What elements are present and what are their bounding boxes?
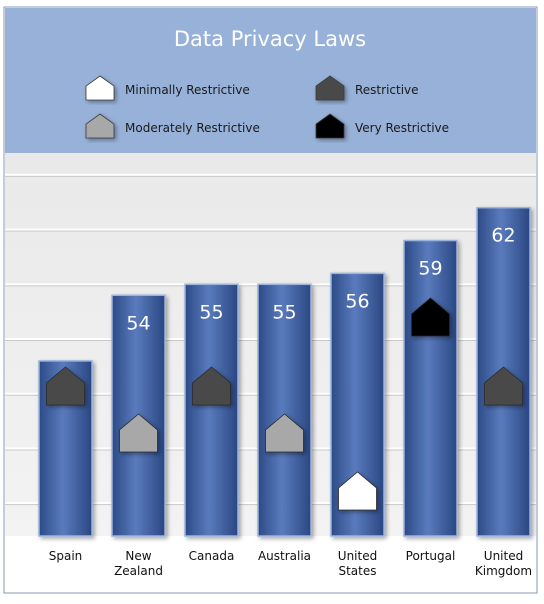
restrictiveness-marker — [265, 413, 304, 453]
bar-value-label: 56 — [345, 290, 369, 312]
bar — [403, 239, 458, 537]
bar-value-label: 55 — [199, 301, 223, 323]
bar-group: 62 — [476, 206, 531, 537]
x-tick-label-line: States — [338, 564, 376, 578]
bar-value-label: 55 — [272, 301, 296, 323]
x-tick-label: United Kimgdom — [475, 549, 532, 578]
x-tick-label: United States — [338, 549, 377, 578]
restrictiveness-marker — [119, 413, 158, 453]
legend-item: Minimally Restrictive — [85, 75, 250, 101]
restrictiveness-marker — [411, 297, 450, 337]
x-tick-label: Australia — [258, 549, 311, 563]
bar-group: 56 — [330, 272, 385, 537]
legend-marker — [315, 113, 345, 139]
bar-group: 55 — [184, 283, 239, 537]
legend-label: Moderately Restrictive — [125, 121, 260, 135]
x-tick-label-line: Spain — [49, 549, 83, 563]
bars: 48 54 55 55 56 59 62 — [38, 206, 531, 537]
legend: Minimally Restrictive Restrictive Moderate… — [85, 75, 449, 139]
x-tick-label-line: Zealand — [114, 564, 163, 578]
bar-group: 48 — [38, 360, 93, 537]
bar-group: 54 — [111, 294, 166, 537]
bar — [184, 283, 239, 537]
legend-marker — [85, 113, 115, 139]
restrictiveness-marker — [192, 366, 231, 406]
x-tick-label-line: United — [338, 549, 377, 563]
legend-item: Very Restrictive — [315, 113, 449, 139]
legend-marker — [85, 75, 115, 101]
bar-value-label: 59 — [418, 258, 442, 280]
x-tick-label: New Zealand — [114, 549, 163, 578]
legend-label: Minimally Restrictive — [125, 83, 250, 97]
restrictiveness-marker — [338, 471, 377, 511]
legend-label: Very Restrictive — [355, 121, 449, 135]
bar — [257, 283, 312, 537]
x-tick-label-line: United — [484, 549, 523, 563]
legend-item: Restrictive — [315, 75, 419, 101]
x-tick-label: Canada — [189, 549, 235, 563]
restrictiveness-marker — [46, 366, 85, 406]
legend-label: Restrictive — [355, 83, 419, 97]
x-tick-label-line: Kimgdom — [475, 564, 532, 578]
bar-value-label: 62 — [491, 225, 515, 247]
x-tick-label-line: Canada — [189, 549, 235, 563]
legend-item: Moderately Restrictive — [85, 113, 260, 139]
bar-value-label: 54 — [126, 312, 150, 334]
x-tick-label: Spain — [49, 549, 83, 563]
x-tick-label: Portugal — [406, 549, 456, 563]
legend-marker — [315, 75, 345, 101]
bar-group: 59 — [403, 239, 458, 537]
restrictiveness-marker — [484, 366, 523, 406]
x-tick-label-line: New — [125, 549, 151, 563]
x-tick-label-line: Portugal — [406, 549, 456, 563]
x-tick-label-line: Australia — [258, 549, 311, 563]
chart-title: Data Privacy Laws — [174, 27, 366, 51]
bar-group: 55 — [257, 283, 312, 537]
